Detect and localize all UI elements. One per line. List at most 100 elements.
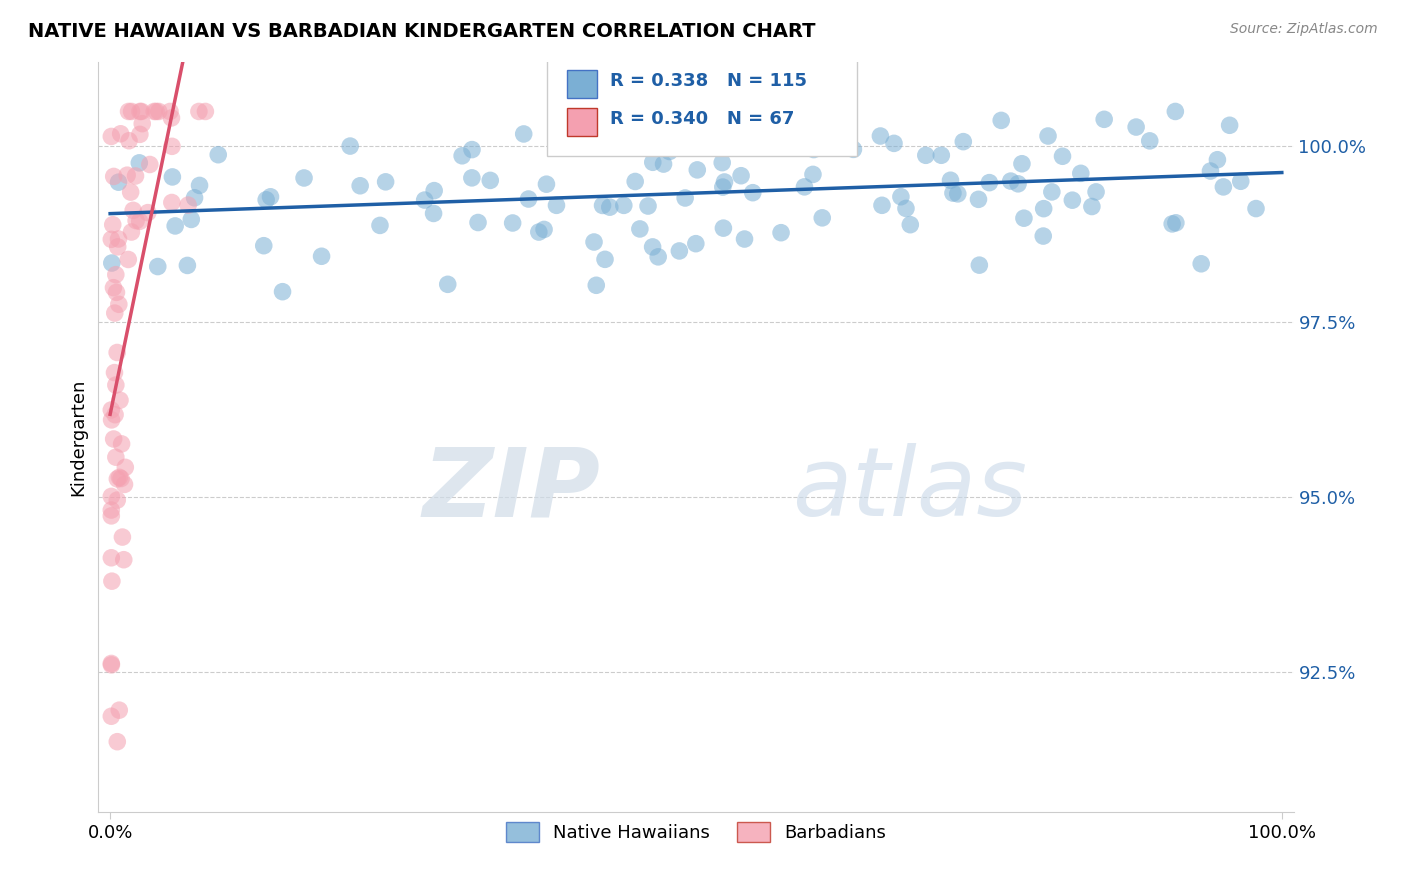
- Point: [104, 450, 127, 465]
- Point: [686, 162, 709, 177]
- Point: [969, 258, 991, 272]
- Point: [100, 550, 122, 565]
- Point: [114, 460, 136, 475]
- FancyBboxPatch shape: [567, 108, 596, 136]
- Point: [942, 186, 965, 200]
- Point: [374, 175, 396, 189]
- Point: [105, 472, 128, 486]
- Point: [803, 143, 825, 157]
- Point: [180, 212, 202, 227]
- Point: [159, 104, 181, 119]
- Point: [176, 259, 198, 273]
- Point: [869, 128, 891, 143]
- Point: [461, 143, 484, 157]
- Point: [105, 345, 128, 359]
- Point: [1244, 202, 1267, 216]
- Point: [145, 104, 167, 119]
- Point: [628, 222, 651, 236]
- Point: [870, 198, 893, 212]
- Point: [128, 156, 150, 170]
- FancyBboxPatch shape: [567, 70, 596, 98]
- Point: [1219, 118, 1241, 132]
- Point: [1070, 166, 1092, 180]
- Point: [101, 218, 124, 232]
- Point: [254, 193, 277, 207]
- Point: [592, 198, 614, 212]
- Point: [100, 508, 122, 523]
- Point: [124, 169, 146, 183]
- Point: [741, 186, 763, 200]
- Point: [160, 111, 183, 125]
- Point: [139, 157, 162, 171]
- Point: [979, 176, 1001, 190]
- Point: [479, 173, 502, 187]
- Point: [122, 203, 145, 218]
- Point: [108, 393, 131, 408]
- Point: [121, 104, 143, 119]
- Point: [148, 104, 170, 119]
- Point: [101, 256, 124, 270]
- Point: [1052, 149, 1074, 163]
- Point: [177, 198, 200, 212]
- Point: [811, 211, 834, 225]
- Point: [657, 120, 679, 135]
- Text: atlas: atlas: [792, 443, 1026, 536]
- Point: [1212, 180, 1234, 194]
- Point: [103, 432, 125, 446]
- Point: [146, 260, 169, 274]
- Point: [187, 104, 209, 119]
- Point: [668, 244, 690, 258]
- Point: [946, 186, 969, 201]
- Point: [100, 129, 122, 144]
- Point: [108, 297, 131, 311]
- Point: [512, 127, 534, 141]
- Point: [128, 128, 150, 142]
- Point: [108, 470, 131, 484]
- Point: [423, 184, 446, 198]
- Point: [111, 530, 134, 544]
- Point: [1040, 185, 1063, 199]
- Point: [162, 169, 184, 184]
- Point: [108, 703, 131, 717]
- Text: Source: ZipAtlas.com: Source: ZipAtlas.com: [1230, 22, 1378, 37]
- Point: [898, 218, 921, 232]
- Text: R = 0.340   N = 67: R = 0.340 N = 67: [610, 110, 794, 128]
- Point: [103, 280, 125, 294]
- Point: [128, 214, 150, 228]
- Point: [104, 378, 127, 392]
- Point: [599, 200, 621, 214]
- Point: [103, 366, 125, 380]
- Point: [1139, 134, 1161, 148]
- Point: [1000, 174, 1022, 188]
- Point: [100, 489, 122, 503]
- Point: [517, 192, 540, 206]
- Point: [1092, 112, 1115, 127]
- Point: [160, 139, 183, 153]
- Point: [1012, 211, 1035, 226]
- Point: [1085, 185, 1108, 199]
- Point: [652, 157, 675, 171]
- Text: R = 0.338   N = 115: R = 0.338 N = 115: [610, 72, 807, 90]
- Point: [143, 104, 166, 119]
- Text: ZIP: ZIP: [422, 443, 600, 536]
- Point: [1032, 229, 1054, 244]
- Point: [110, 127, 132, 141]
- Point: [129, 104, 152, 119]
- Point: [259, 190, 281, 204]
- Point: [1189, 257, 1212, 271]
- Point: [292, 171, 315, 186]
- Point: [136, 205, 159, 219]
- Point: [685, 236, 707, 251]
- Point: [112, 552, 135, 566]
- Point: [160, 195, 183, 210]
- Point: [183, 191, 205, 205]
- Point: [188, 178, 211, 193]
- Point: [1062, 193, 1084, 207]
- Point: [793, 179, 815, 194]
- Point: [100, 232, 122, 246]
- Point: [641, 155, 664, 169]
- Point: [582, 235, 605, 249]
- Point: [207, 147, 229, 161]
- Point: [100, 503, 122, 517]
- Point: [118, 134, 141, 148]
